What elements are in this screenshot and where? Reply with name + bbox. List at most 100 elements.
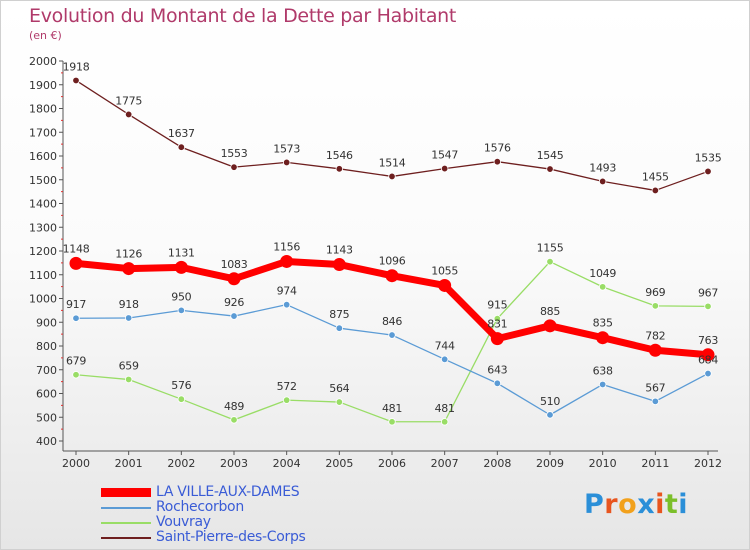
data-point-la-ville-aux-dames [596,331,610,345]
data-label-saint-pierre-des-corps: 1553 [221,147,248,160]
data-point-la-ville-aux-dames [227,272,241,286]
y-tick-label: 500 [36,411,57,424]
data-label-rochecorbon: 643 [487,363,507,376]
data-label-rochecorbon: 918 [119,298,139,311]
legend-item-rochecorbon[interactable]: Rochecorbon [101,500,441,515]
x-tick-label: 2008 [483,457,511,470]
data-point-saint-pierre-des-corps [282,158,291,167]
proxiti-logo: Proxiti [584,489,688,520]
legend-item-saint-pierre-des-corps[interactable]: Saint-Pierre-des-Corps [101,530,441,545]
legend: LA VILLE-AUX-DAMES Rochecorbon Vouvray S… [101,485,441,545]
data-point-rochecorbon [440,355,449,363]
data-point-vouvray [388,418,396,426]
x-tick-label: 2002 [167,457,195,470]
logo-letter: r [604,489,619,520]
legend-item-vouvray[interactable]: Vouvray [101,515,441,530]
data-label-rochecorbon: 567 [645,381,665,394]
data-label-rochecorbon: 684 [698,354,718,367]
data-label-la-ville-aux-dames: 1083 [221,258,248,271]
data-point-rochecorbon [704,369,712,378]
data-label-saint-pierre-des-corps: 1576 [484,142,511,155]
data-point-la-ville-aux-dames [490,332,504,346]
data-label-la-ville-aux-dames: 885 [540,305,560,318]
data-label-la-ville-aux-dames: 1126 [115,248,142,261]
data-label-vouvray: 489 [224,400,244,413]
data-label-vouvray: 1155 [537,242,564,255]
data-point-la-ville-aux-dames [174,260,188,274]
legend-label-saint-pierre-des-corps: Saint-Pierre-des-Corps [156,529,306,545]
logo-letter: t [664,489,679,520]
data-label-vouvray: 572 [277,380,297,393]
legend-swatch-saint-pierre-des-corps [101,537,151,539]
data-point-rochecorbon [282,300,291,309]
data-point-rochecorbon [72,314,80,322]
y-tick-label: 1900 [29,79,57,92]
x-tick-label: 2001 [115,457,143,470]
data-point-la-ville-aux-dames [69,256,83,270]
data-label-vouvray: 967 [698,286,718,299]
data-label-vouvray: 564 [329,382,349,395]
x-tick-label: 2004 [273,457,301,470]
data-label-saint-pierre-des-corps: 1545 [537,149,564,162]
y-tick-label: 1500 [29,174,57,187]
y-tick-label: 600 [36,388,57,401]
data-point-rochecorbon [388,331,396,339]
data-label-la-ville-aux-dames: 831 [487,318,507,331]
data-label-rochecorbon: 950 [171,290,191,303]
data-point-vouvray [493,314,502,323]
data-point-vouvray [177,395,186,403]
y-tick-label: 2000 [29,55,57,68]
legend-item-la-ville-aux-dames[interactable]: LA VILLE-AUX-DAMES [101,485,441,500]
data-point-saint-pierre-des-corps [230,163,238,171]
data-point-la-ville-aux-dames [648,343,662,357]
logo-letter: P [584,489,605,520]
data-label-la-ville-aux-dames: 1131 [168,246,195,259]
data-point-rochecorbon [177,306,186,315]
data-label-rochecorbon: 917 [66,298,86,311]
data-point-la-ville-aux-dames [385,269,399,283]
logo-letter: o [618,489,638,520]
data-point-la-ville-aux-dames [438,278,452,292]
data-label-vouvray: 679 [66,355,86,368]
data-point-saint-pierre-des-corps [388,172,396,181]
y-tick-label: 800 [36,340,57,353]
data-point-rochecorbon [651,397,660,406]
y-tick-label: 400 [36,435,57,448]
data-point-rochecorbon [493,379,502,387]
data-point-vouvray [124,375,133,384]
data-point-saint-pierre-des-corps [335,165,344,173]
data-label-vouvray: 915 [487,299,507,312]
logo-letter: x [637,489,656,520]
x-tick-label: 2000 [62,457,90,470]
data-label-rochecorbon: 926 [224,296,244,309]
data-point-la-ville-aux-dames [280,254,294,268]
y-tick-label: 1800 [29,103,57,116]
legend-label-la-ville-aux-dames: LA VILLE-AUX-DAMES [156,484,300,500]
data-point-saint-pierre-des-corps [440,164,449,173]
data-label-vouvray: 481 [435,402,455,415]
x-tick-label: 2009 [536,457,564,470]
data-point-saint-pierre-des-corps [598,177,607,186]
data-point-vouvray [230,416,238,424]
data-point-rochecorbon [598,380,607,389]
data-label-vouvray: 576 [171,379,191,392]
data-point-saint-pierre-des-corps [72,76,80,85]
data-label-saint-pierre-des-corps: 1775 [115,94,142,107]
legend-label-vouvray: Vouvray [156,514,211,530]
data-label-rochecorbon: 638 [593,364,613,377]
data-label-saint-pierre-des-corps: 1546 [326,149,353,162]
legend-swatch-la-ville-aux-dames [101,488,151,497]
data-label-rochecorbon: 875 [329,308,349,321]
y-tick-label: 1000 [29,293,57,306]
chart-unit: (en €) [29,29,62,42]
y-tick-label: 1100 [29,269,57,282]
data-point-rochecorbon [230,312,238,320]
series-layer [69,76,715,426]
data-label-rochecorbon: 846 [382,315,402,328]
y-tick-label: 900 [36,316,57,329]
y-tick-label: 1600 [29,150,57,163]
y-tick-label: 1400 [29,198,57,211]
data-label-la-ville-aux-dames: 1096 [379,255,406,268]
